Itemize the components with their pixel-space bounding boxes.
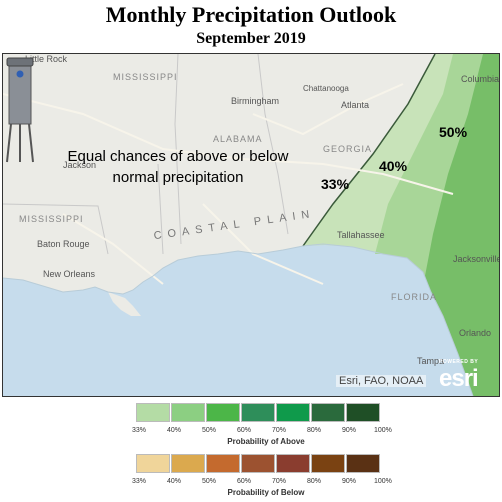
legend-tick: 70% — [272, 427, 287, 434]
legend-above-caption: Probability of Above — [227, 437, 305, 446]
legend-swatch — [136, 454, 170, 473]
legend-swatch — [346, 403, 380, 422]
city-label: Jackson — [63, 160, 97, 170]
legend-above: 33% 40% 50% 60% 70% 80% 90% 100% Probabi… — [132, 403, 416, 447]
legend-below: 33% 40% 50% 60% 70% 80% 90% 100% Probabi… — [132, 454, 416, 498]
city-label: Columbia — [461, 74, 500, 84]
city-label: Baton Rouge — [37, 239, 90, 249]
legend-swatch — [171, 403, 205, 422]
legend-tick: 60% — [237, 427, 252, 434]
legend-swatch — [206, 454, 240, 473]
land-area — [3, 54, 499, 396]
city-label: Atlanta — [341, 100, 370, 110]
coastline — [3, 243, 474, 396]
state-label: FLORIDA — [391, 292, 438, 302]
legend-tick: 50% — [202, 427, 217, 434]
legend-tick: 90% — [342, 478, 357, 485]
legend-tick: 40% — [167, 478, 182, 485]
esri-powered-by: POWERED BY — [439, 359, 479, 365]
city-label: Tampa — [417, 356, 445, 366]
state-lines — [3, 54, 289, 255]
legend-tick: 100% — [374, 427, 392, 434]
zone-label-50: 50% — [439, 124, 468, 140]
legend-below-caption: Probability of Below — [227, 488, 305, 497]
legend-tick: 60% — [237, 478, 252, 485]
city-label: Tallahassee — [337, 230, 385, 240]
legend-tick: 80% — [307, 427, 322, 434]
zone-label-33: 33% — [321, 176, 350, 192]
city-label: Jacksonville — [453, 254, 500, 264]
map-attribution: Esri, FAO, NOAA — [336, 375, 427, 387]
legend-swatch — [346, 454, 380, 473]
legend-tick: 80% — [307, 478, 322, 485]
state-label: GEORGIA — [323, 144, 373, 154]
zone-label-40: 40% — [379, 158, 408, 174]
esri-name: esri — [439, 365, 479, 392]
esri-logo: POWERED BY esri — [439, 359, 495, 392]
river-delta — [108, 292, 141, 316]
legend-swatch — [276, 403, 310, 422]
legend-swatch — [171, 454, 205, 473]
legend-tick: 70% — [272, 478, 287, 485]
map-subtitle: September 2019 — [196, 30, 306, 47]
legend-swatch — [206, 403, 240, 422]
rain-gauge-icon — [6, 57, 34, 163]
map-canvas — [3, 54, 499, 396]
legend-below-ticks: 33% 40% 50% 60% 70% 80% 90% 100% — [132, 478, 416, 488]
city-label: Birmingham — [231, 96, 280, 106]
city-label: New Orleans — [43, 269, 96, 279]
legend-tick: 40% — [167, 427, 182, 434]
legend-tick: 100% — [374, 478, 392, 485]
legend-above-ticks: 33% 40% 50% 60% 70% 80% 90% 100% — [132, 427, 416, 437]
legend-tick: 33% — [132, 478, 147, 485]
legend-tick: 33% — [132, 427, 147, 434]
legend-swatch — [276, 454, 310, 473]
legend-tick: 90% — [342, 427, 357, 434]
map-title: Monthly Precipitation Outlook — [105, 2, 397, 27]
legend-swatch — [136, 403, 170, 422]
legend-below-swatches — [136, 454, 381, 474]
legend-swatch — [241, 454, 275, 473]
outlook-boundary — [302, 54, 436, 247]
equal-chances-label: Equal chances of above or below normal p… — [67, 148, 289, 186]
state-label: MISSISSIPPI — [19, 214, 84, 224]
legend-swatch — [311, 403, 345, 422]
state-label: MISSISSIPPI — [113, 72, 178, 82]
zone-50 — [425, 54, 499, 396]
roads — [3, 83, 454, 285]
city-label: Orlando — [459, 328, 492, 338]
legend-swatch — [311, 454, 345, 473]
legend-above-swatches — [136, 403, 381, 423]
state-label: ALABAMA — [213, 134, 263, 144]
city-label: Chattanooga — [303, 84, 349, 93]
map-view[interactable]: Little Rock Birmingham Atlanta Jackson B… — [2, 53, 500, 397]
legend-tick: 50% — [202, 478, 217, 485]
city-label: Little Rock — [25, 54, 68, 64]
legend-swatch — [241, 403, 275, 422]
